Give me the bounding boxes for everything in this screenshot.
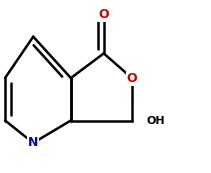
- Text: OH: OH: [146, 116, 165, 126]
- Text: N: N: [28, 136, 38, 149]
- Text: O: O: [127, 71, 137, 85]
- Text: O: O: [98, 8, 109, 21]
